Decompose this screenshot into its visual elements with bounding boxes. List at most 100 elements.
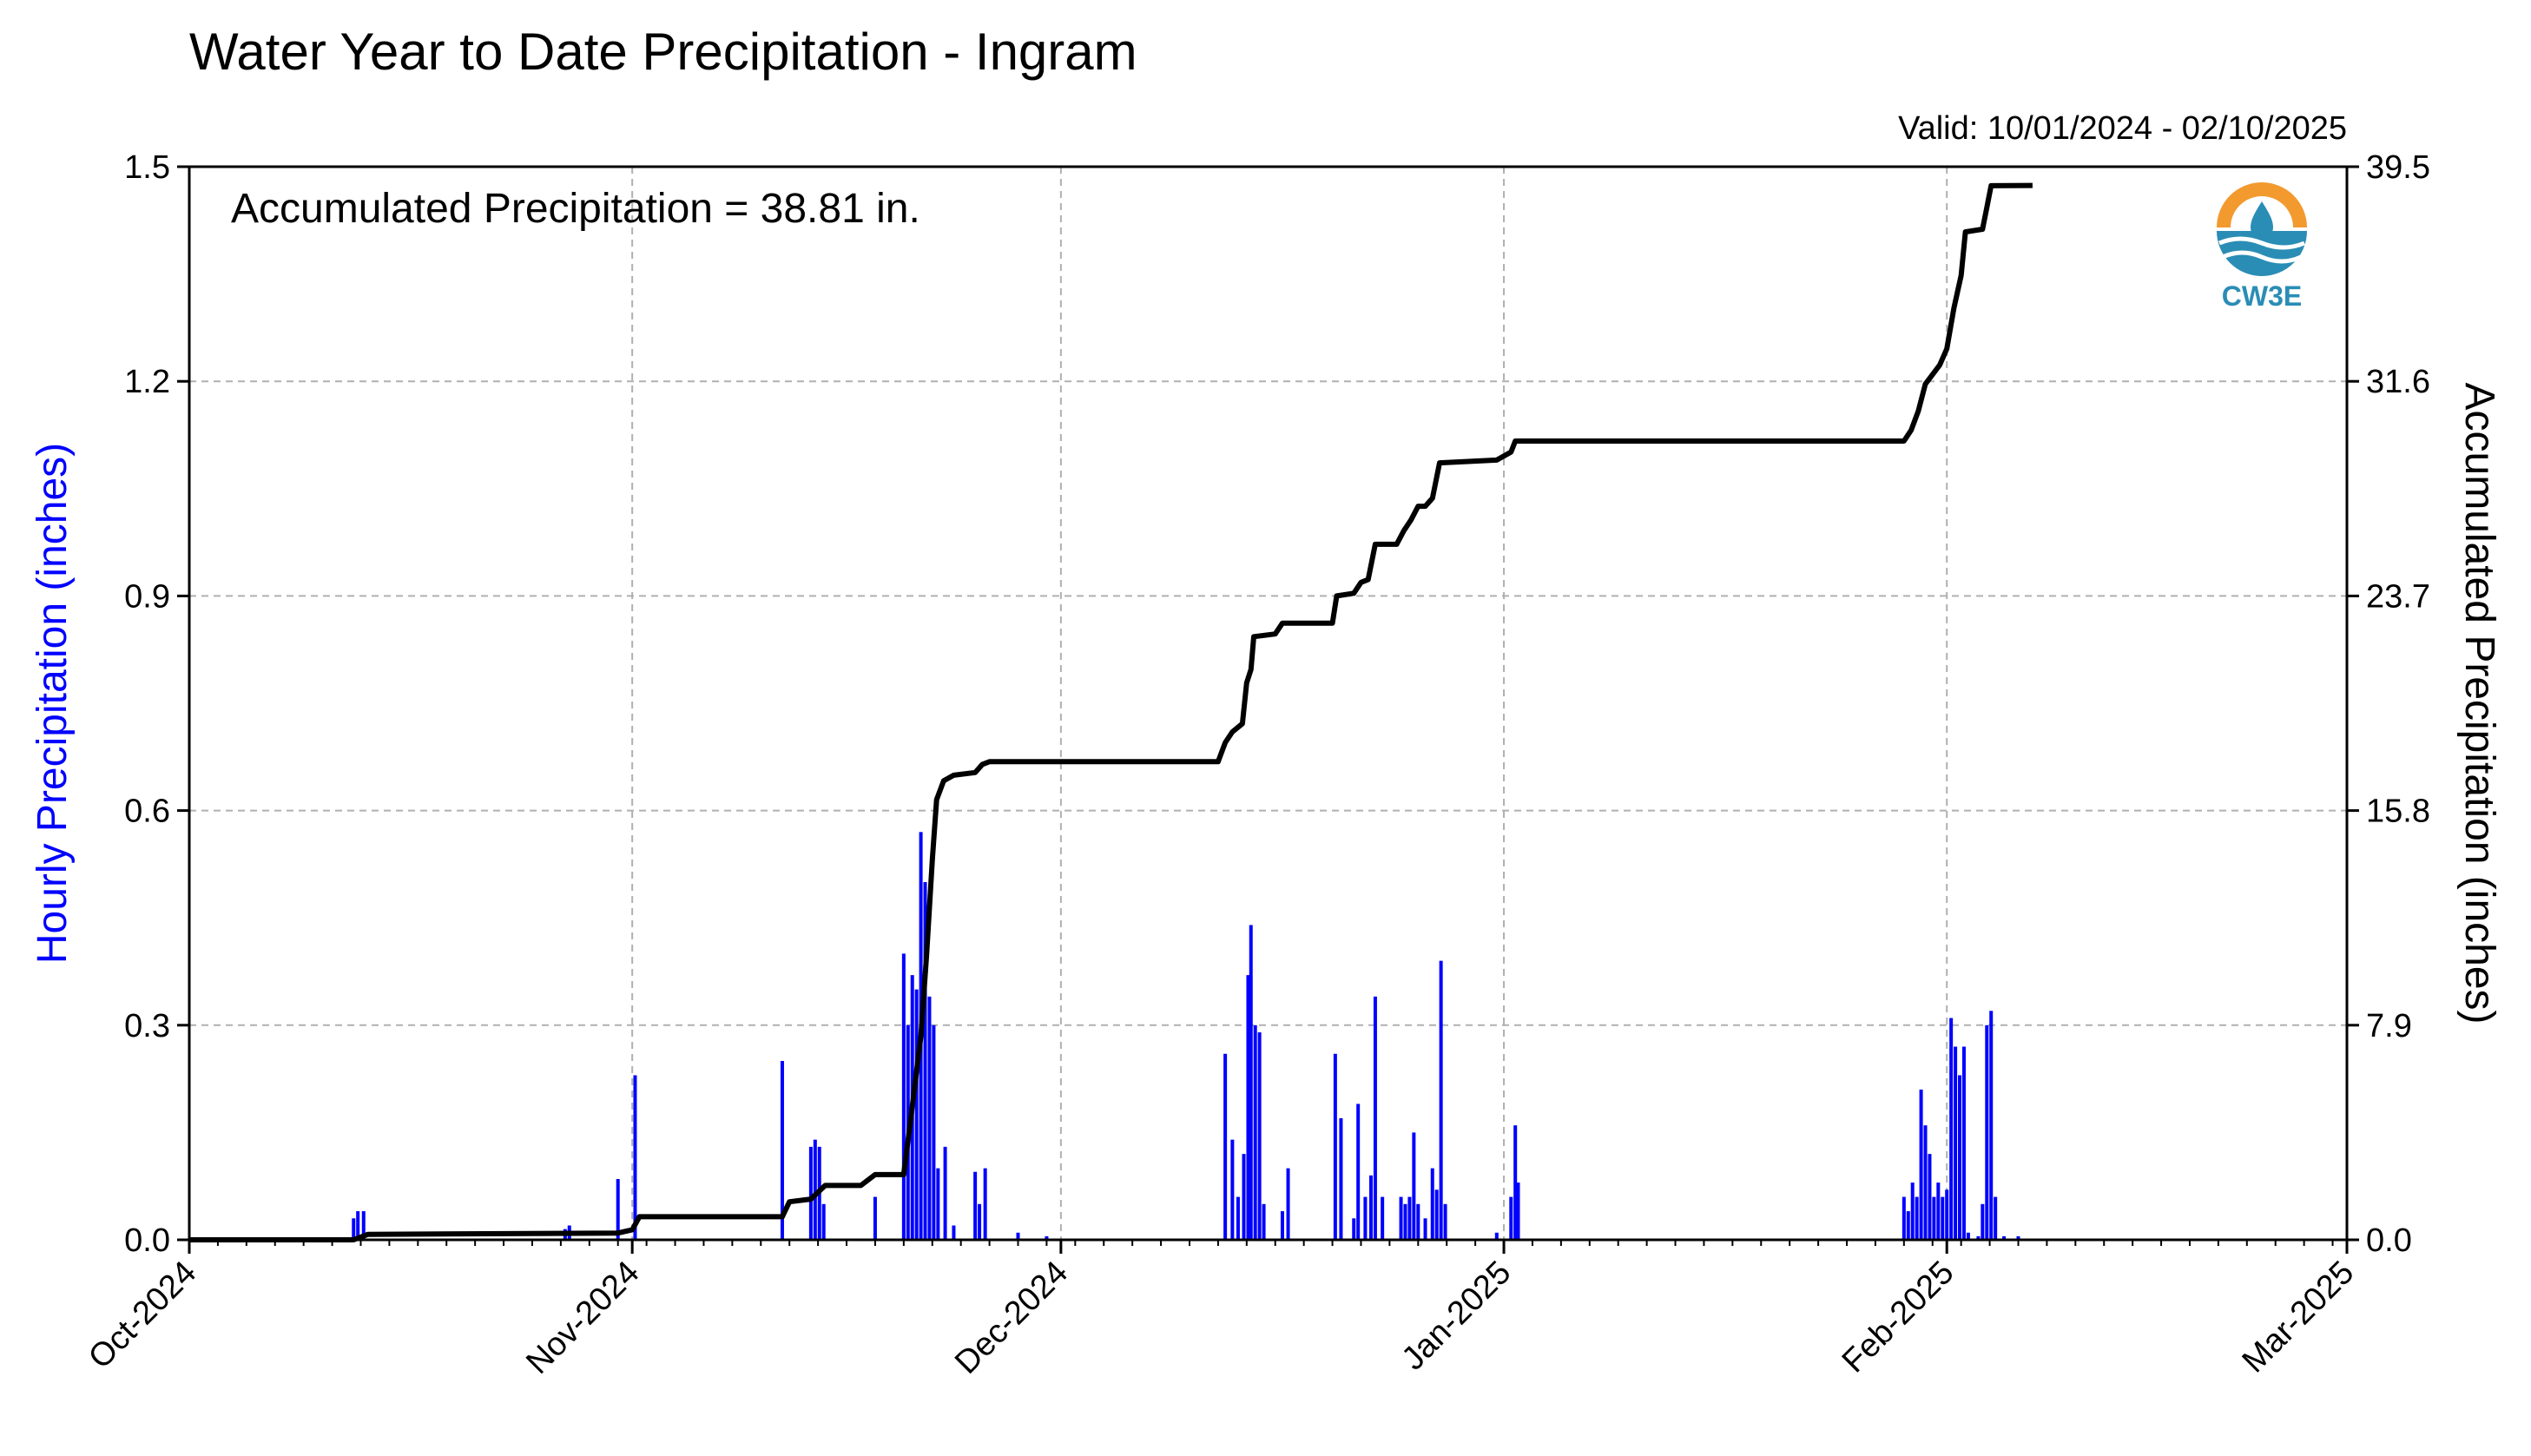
hourly-bar xyxy=(1430,1168,1434,1240)
hourly-precipitation-bars xyxy=(352,832,2020,1240)
y-right-tick-label: 15.8 xyxy=(2366,794,2430,830)
hourly-bar xyxy=(1230,1139,1235,1240)
hourly-bar xyxy=(914,989,919,1240)
y-right-tick-label: 7.9 xyxy=(2366,1008,2412,1044)
hourly-bar xyxy=(1919,1089,1923,1240)
hourly-bar xyxy=(1910,1183,1915,1240)
hourly-bar xyxy=(1368,1175,1373,1240)
y-right-tick-label: 0.0 xyxy=(2366,1222,2412,1259)
hourly-bar xyxy=(2016,1235,2020,1240)
hourly-bar xyxy=(1381,1196,1385,1240)
hourly-bar xyxy=(932,1024,936,1240)
hourly-bar xyxy=(1416,1203,1420,1240)
hourly-bar xyxy=(901,953,906,1240)
hourly-bar xyxy=(1976,1235,1981,1240)
y-left-tick-label: 0.6 xyxy=(124,794,170,830)
hourly-bar xyxy=(1949,1018,1954,1240)
hourly-bar xyxy=(927,996,932,1240)
hourly-bar xyxy=(973,1171,978,1240)
hourly-bar xyxy=(1246,975,1250,1240)
hourly-bar xyxy=(1989,1011,1994,1240)
x-tick-label: Feb-2025 xyxy=(1836,1255,1961,1380)
hourly-bar xyxy=(978,1203,982,1240)
hourly-bar xyxy=(923,882,927,1240)
hourly-bar xyxy=(1339,1117,1343,1240)
hourly-bar xyxy=(1286,1168,1290,1240)
y-left-tick-label: 0.3 xyxy=(124,1008,170,1044)
hourly-bar xyxy=(1223,1053,1228,1240)
hourly-bar xyxy=(1494,1232,1499,1240)
y-left-tick-label: 1.5 xyxy=(124,149,170,186)
hourly-bar xyxy=(1407,1196,1412,1240)
hourly-bar xyxy=(1412,1132,1416,1240)
hourly-bar xyxy=(821,1203,826,1240)
hourly-bar xyxy=(943,1146,947,1240)
valid-date-label: Valid: 10/01/2024 - 02/10/2025 xyxy=(1898,110,2347,147)
hourly-bar xyxy=(1363,1196,1368,1240)
hourly-bar xyxy=(1985,1024,1989,1240)
hourly-bar xyxy=(1439,960,1443,1240)
hourly-bar xyxy=(808,1146,813,1240)
y-left-tick-label: 0.0 xyxy=(124,1222,170,1259)
hourly-bar xyxy=(1516,1183,1520,1240)
hourly-bar xyxy=(616,1178,620,1240)
hourly-bar xyxy=(1902,1196,1906,1240)
hourly-bar xyxy=(1333,1053,1337,1240)
y-left-tick-label: 1.2 xyxy=(124,364,170,400)
hourly-bar xyxy=(1981,1203,1985,1240)
hourly-bar xyxy=(873,1196,877,1240)
hourly-bar xyxy=(1403,1203,1407,1240)
hourly-bar xyxy=(1961,1046,1966,1240)
hourly-bar xyxy=(356,1211,360,1240)
x-tick-label: Dec-2024 xyxy=(948,1255,1075,1381)
plot-frame xyxy=(188,165,2349,1242)
hourly-bar xyxy=(1356,1104,1361,1240)
hourly-bar xyxy=(1257,1032,1262,1240)
hourly-bar xyxy=(1434,1189,1439,1240)
hourly-bar xyxy=(1513,1125,1518,1240)
hourly-bar xyxy=(983,1168,987,1240)
x-tick-label: Jan-2025 xyxy=(1395,1255,1519,1378)
hourly-bar xyxy=(1932,1196,1936,1240)
accumulated-precipitation-line xyxy=(189,182,2033,1242)
hourly-bar xyxy=(952,1225,956,1240)
hourly-bar xyxy=(1928,1154,1932,1240)
hourly-bar xyxy=(1423,1218,1427,1240)
y-right-tick-label: 39.5 xyxy=(2366,149,2430,186)
hourly-bar xyxy=(361,1211,366,1240)
hourly-bar xyxy=(1906,1211,1910,1240)
hourly-bar xyxy=(1443,1203,1447,1240)
x-tick-label: Nov-2024 xyxy=(519,1255,646,1381)
hourly-bar xyxy=(352,1218,356,1240)
accumulated-annotation: Accumulated Precipitation = 38.81 in. xyxy=(231,186,920,232)
hourly-bar xyxy=(1262,1203,1266,1240)
hourly-bar xyxy=(1253,1024,1257,1240)
y-left-tick-label: 0.9 xyxy=(124,578,170,615)
hourly-bar xyxy=(2002,1235,2007,1240)
y-left-axis-label: Hourly Precipitation (inches) xyxy=(30,443,76,964)
y-right-axis-label: Accumulated Precipitation (inches) xyxy=(2456,382,2502,1024)
hourly-bar xyxy=(1280,1211,1284,1240)
hourly-bar xyxy=(1236,1196,1240,1240)
hourly-bar xyxy=(1954,1046,1958,1240)
hourly-bar xyxy=(1915,1196,1919,1240)
hourly-bar xyxy=(1945,1189,1949,1240)
y-right-tick-label: 23.7 xyxy=(2366,578,2430,615)
x-tick-label: Mar-2025 xyxy=(2236,1255,2362,1380)
accumulated-precipitation-line-group xyxy=(189,182,2033,1242)
hourly-bar xyxy=(1373,996,1377,1240)
hourly-bar xyxy=(633,1075,637,1240)
hourly-bar xyxy=(780,1061,784,1240)
hourly-bar xyxy=(1509,1196,1513,1240)
hourly-bar xyxy=(1936,1183,1941,1240)
hourly-bar xyxy=(813,1139,817,1240)
hourly-bar xyxy=(1966,1232,1970,1240)
logo-text: CW3E xyxy=(2222,280,2302,312)
chart-title: Water Year to Date Precipitation - Ingra… xyxy=(189,23,1137,81)
hourly-bar xyxy=(1242,1154,1246,1240)
hourly-bar xyxy=(1923,1125,1928,1240)
hourly-bar xyxy=(936,1168,940,1240)
cw3e-logo: CW3E xyxy=(2210,182,2314,312)
y-right-tick-label: 31.6 xyxy=(2366,364,2430,400)
